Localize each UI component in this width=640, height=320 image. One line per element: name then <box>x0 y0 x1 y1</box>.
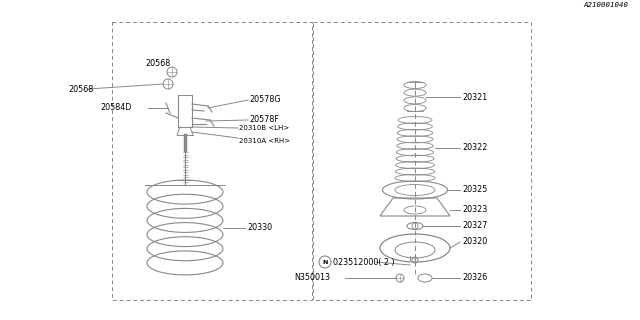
Text: 20578F: 20578F <box>249 116 279 124</box>
Text: 023512000( 2 ): 023512000( 2 ) <box>333 258 395 267</box>
Text: N: N <box>323 260 328 265</box>
Text: 20323: 20323 <box>462 205 487 214</box>
Text: 20326: 20326 <box>462 274 487 283</box>
Text: 20578G: 20578G <box>249 95 280 105</box>
Text: 20327: 20327 <box>462 221 488 230</box>
Bar <box>112 22 312 300</box>
Text: 20325: 20325 <box>462 186 488 195</box>
Text: 20310A <RH>: 20310A <RH> <box>239 138 290 144</box>
Text: 20321: 20321 <box>462 92 487 101</box>
Text: 20310B <LH>: 20310B <LH> <box>239 125 289 131</box>
Text: 20568: 20568 <box>145 60 170 68</box>
Text: 20568: 20568 <box>68 85 93 94</box>
Bar <box>313 22 531 300</box>
Text: N350013: N350013 <box>294 274 330 283</box>
Text: 20320: 20320 <box>462 237 487 246</box>
Text: 20584D: 20584D <box>100 103 131 113</box>
Text: 20322: 20322 <box>462 143 488 153</box>
Text: 20330: 20330 <box>247 223 272 233</box>
Text: A210001040: A210001040 <box>583 2 628 8</box>
